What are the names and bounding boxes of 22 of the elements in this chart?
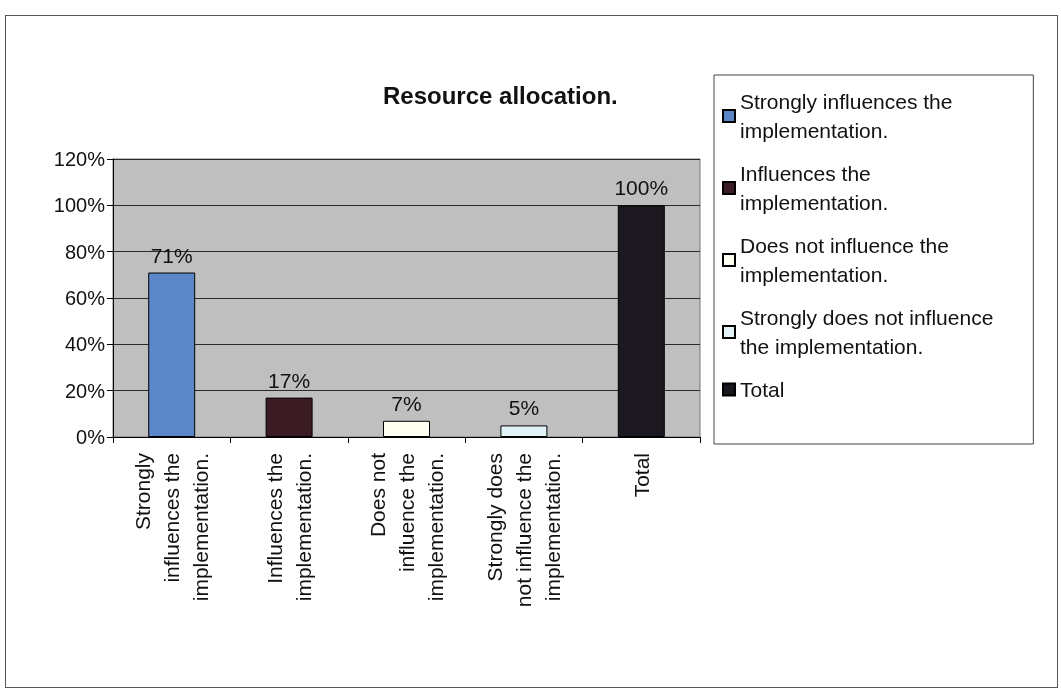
data-label: 100% [614,176,669,200]
x-tick-label: Strongly influences the implementation. [131,452,213,602]
data-label: 17% [268,368,311,392]
data-label: 5% [508,396,540,420]
y-tick-label: 80% [64,240,106,263]
y-tick-label: 20% [64,379,106,402]
y-tick-label: 100% [53,194,106,217]
data-label: 7% [391,391,422,415]
x-tick-label: Strongly does not influence the implementation. [483,453,565,608]
y-tick-label: 120% [53,148,106,170]
x-tick-label: Influences the implementation. [263,453,316,602]
legend-label: Strongly influences the implementation. [740,90,953,142]
y-tick-label: 60% [64,287,106,309]
y-tick-label: 0% [76,426,106,448]
legend-label: Total [740,378,785,401]
legend-label: Influences the implementation. [740,162,889,214]
x-tick-label: Does not influence the implementation. [366,452,447,602]
x-tick-label: Total [629,453,653,498]
legend-label: Does not influence the implementation. [740,234,949,286]
y-tick-label: 40% [64,333,106,356]
legend-label: Strongly does not influence the implementation. [740,306,994,358]
chart-title: Resource allocation. [383,81,618,109]
